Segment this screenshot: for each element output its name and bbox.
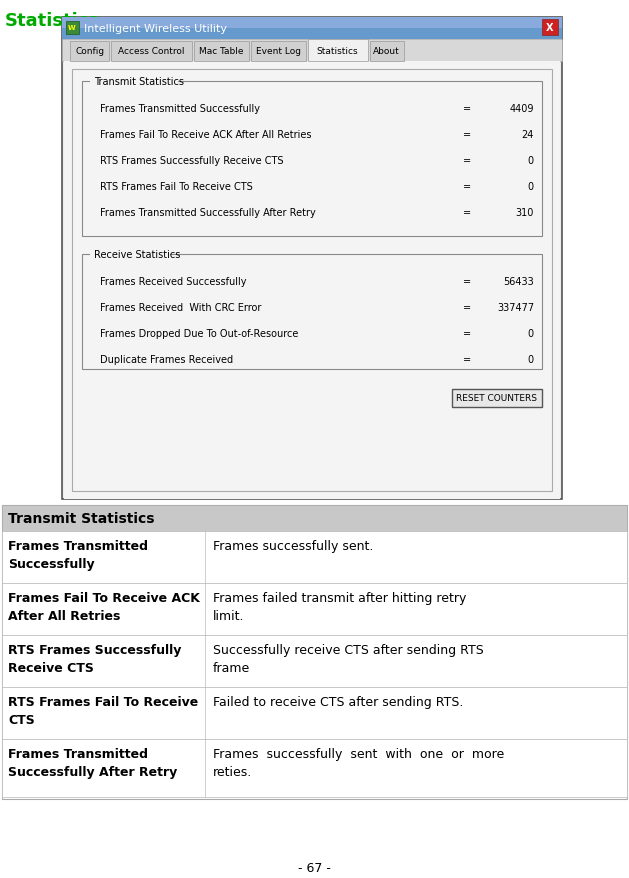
Text: =: = — [463, 155, 471, 166]
Bar — [370, 42, 404, 62]
Text: 24: 24 — [521, 130, 534, 140]
Text: Frames Transmitted Successfully After Retry: Frames Transmitted Successfully After Re… — [100, 208, 316, 218]
Bar — [62, 40, 562, 62]
Bar — [452, 390, 542, 407]
Bar — [2, 636, 627, 687]
Text: Event Log: Event Log — [256, 47, 301, 55]
Text: =: = — [463, 208, 471, 218]
Bar — [64, 62, 560, 500]
Text: Frames Transmitted
Successfully: Frames Transmitted Successfully — [8, 539, 148, 571]
Text: Frames Transmitted Successfully: Frames Transmitted Successfully — [100, 104, 260, 114]
Text: =: = — [463, 104, 471, 114]
Text: Statistics: Statistics — [5, 12, 100, 30]
Text: Transmit Statistics: Transmit Statistics — [8, 511, 155, 525]
Text: Duplicate Frames Received: Duplicate Frames Received — [100, 355, 233, 364]
Text: - 67 -: - 67 - — [298, 861, 330, 874]
Text: =: = — [463, 355, 471, 364]
Bar — [111, 42, 192, 62]
Bar — [251, 42, 306, 62]
Text: =: = — [463, 277, 471, 287]
Text: =: = — [463, 182, 471, 191]
Bar — [2, 531, 627, 583]
Text: =: = — [463, 303, 471, 313]
Text: Frames Received Successfully: Frames Received Successfully — [100, 277, 247, 287]
Text: W: W — [68, 25, 76, 31]
Bar — [62, 18, 562, 40]
Text: Frames  successfully  sent  with  one  or  more
reties.: Frames successfully sent with one or mor… — [213, 747, 504, 778]
Bar — [2, 506, 627, 799]
Text: About: About — [373, 47, 400, 55]
Text: Frames failed transmit after hitting retry
limit.: Frames failed transmit after hitting ret… — [213, 591, 466, 623]
Bar — [308, 40, 367, 62]
Bar — [542, 20, 558, 36]
Bar — [62, 18, 562, 500]
Text: RTS Frames Successfully
Receive CTS: RTS Frames Successfully Receive CTS — [8, 644, 181, 674]
Text: 0: 0 — [528, 155, 534, 166]
Bar — [90, 76, 178, 88]
Text: Transmit Statistics: Transmit Statistics — [94, 77, 184, 87]
Text: =: = — [463, 130, 471, 140]
Text: Failed to receive CTS after sending RTS.: Failed to receive CTS after sending RTS. — [213, 695, 464, 709]
Text: 4409: 4409 — [509, 104, 534, 114]
Text: Frames Fail To Receive ACK
After All Retries: Frames Fail To Receive ACK After All Ret… — [8, 591, 200, 623]
Text: 56433: 56433 — [503, 277, 534, 287]
Text: X: X — [546, 23, 554, 33]
Bar — [2, 583, 627, 636]
Text: =: = — [463, 328, 471, 339]
Text: RESET COUNTERS: RESET COUNTERS — [457, 394, 538, 403]
Bar — [194, 42, 249, 62]
Text: Receive Statistics: Receive Statistics — [94, 249, 181, 260]
Bar — [66, 22, 79, 35]
Text: Config: Config — [75, 47, 104, 55]
Text: RTS Frames Fail To Receive
CTS: RTS Frames Fail To Receive CTS — [8, 695, 198, 726]
Text: Frames successfully sent.: Frames successfully sent. — [213, 539, 374, 552]
Bar — [82, 255, 542, 370]
Bar — [2, 506, 627, 531]
Bar — [82, 82, 542, 237]
Text: Successfully receive CTS after sending RTS
frame: Successfully receive CTS after sending R… — [213, 644, 484, 674]
Text: 0: 0 — [528, 328, 534, 339]
Bar — [72, 70, 552, 492]
Text: 0: 0 — [528, 182, 534, 191]
Bar — [2, 687, 627, 739]
Text: Intelligent Wireless Utility: Intelligent Wireless Utility — [84, 24, 227, 34]
Text: 337477: 337477 — [497, 303, 534, 313]
Bar — [70, 42, 109, 62]
Text: RTS Frames Successfully Receive CTS: RTS Frames Successfully Receive CTS — [100, 155, 284, 166]
Text: RTS Frames Fail To Receive CTS: RTS Frames Fail To Receive CTS — [100, 182, 253, 191]
Text: Frames Fail To Receive ACK After All Retries: Frames Fail To Receive ACK After All Ret… — [100, 130, 311, 140]
Text: Statistics: Statistics — [317, 47, 359, 55]
Bar — [2, 739, 627, 797]
Text: Frames Transmitted
Successfully After Retry: Frames Transmitted Successfully After Re… — [8, 747, 177, 778]
Bar — [62, 18, 562, 29]
Text: 0: 0 — [528, 355, 534, 364]
Text: Frames Received  With CRC Error: Frames Received With CRC Error — [100, 303, 262, 313]
Bar — [90, 248, 170, 261]
Text: 310: 310 — [516, 208, 534, 218]
Text: Access Control: Access Control — [118, 47, 185, 55]
Text: Mac Table: Mac Table — [199, 47, 243, 55]
Text: Frames Dropped Due To Out-of-Resource: Frames Dropped Due To Out-of-Resource — [100, 328, 298, 339]
